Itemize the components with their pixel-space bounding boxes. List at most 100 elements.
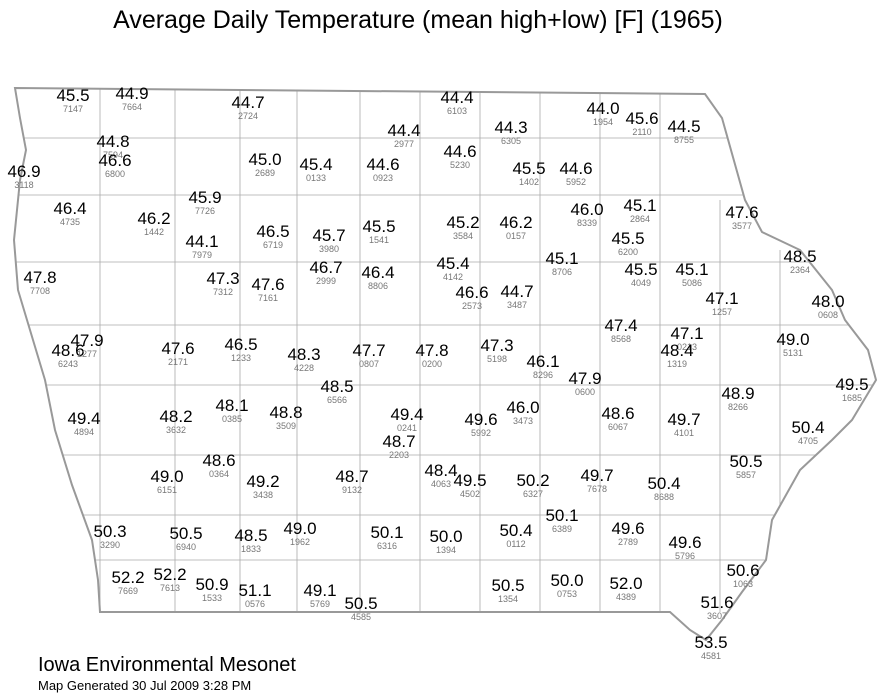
station-id: 7726 [195, 206, 215, 216]
station-value: 49.4 [67, 409, 100, 428]
station-value: 48.6 [202, 451, 235, 470]
station-id: 3473 [513, 416, 533, 426]
station-value: 48.0 [811, 292, 844, 311]
station-value: 48.6 [51, 341, 84, 360]
station-id: 0753 [557, 589, 577, 599]
station-id: 2977 [394, 139, 414, 149]
station-id: 6316 [377, 541, 397, 551]
station-value: 48.7 [382, 432, 415, 451]
station-id: 6243 [58, 359, 78, 369]
station-id: 2864 [630, 214, 650, 224]
station-value: 45.1 [545, 249, 578, 268]
station-value: 50.0 [429, 527, 462, 546]
station-value: 48.5 [783, 247, 816, 266]
station-id: 2724 [238, 111, 258, 121]
station-id: 2789 [618, 537, 638, 547]
station-id: 1833 [241, 544, 261, 554]
station-value: 46.5 [224, 335, 257, 354]
station-id: 1277 [77, 349, 97, 359]
station-id: 8706 [552, 267, 572, 277]
station-value: 50.4 [499, 521, 532, 540]
station-value: 45.4 [436, 254, 469, 273]
station-id: 3980 [319, 244, 339, 254]
station-value: 49.1 [303, 581, 336, 600]
station-id: 8568 [611, 334, 631, 344]
station-id: 4101 [674, 428, 694, 438]
station-id: 2573 [462, 301, 482, 311]
station-value: 46.9 [7, 162, 40, 181]
station-id: 6200 [618, 247, 638, 257]
station-id: 8688 [654, 492, 674, 502]
station-id: 0608 [818, 310, 838, 320]
station-value: 49.2 [246, 472, 279, 491]
station-value: 44.4 [387, 121, 420, 140]
station-id: 5769 [310, 599, 330, 609]
station-value: 44.5 [667, 117, 700, 136]
station-id: 2364 [790, 265, 810, 275]
station-value: 44.3 [494, 118, 527, 137]
station-value: 48.9 [721, 384, 754, 403]
station-id: 3290 [100, 540, 120, 550]
station-value: 46.1 [526, 352, 559, 371]
station-value: 50.4 [647, 474, 680, 493]
station-value: 45.1 [623, 196, 656, 215]
station-id: 8339 [577, 218, 597, 228]
station-value: 46.7 [309, 258, 342, 277]
station-value: 48.2 [159, 407, 192, 426]
station-id: 0157 [506, 231, 526, 241]
station-id: 7147 [63, 104, 83, 114]
station-id: 1954 [593, 117, 613, 127]
station-id: 6389 [552, 524, 572, 534]
station-value: 46.2 [499, 213, 532, 232]
station-value: 50.3 [93, 522, 126, 541]
station-id: 3577 [732, 221, 752, 231]
station-id: 2171 [168, 357, 188, 367]
station-id: 1962 [290, 537, 310, 547]
station-id: 2110 [632, 127, 651, 137]
station-id: 6103 [447, 106, 467, 116]
station-value: 49.5 [453, 471, 486, 490]
station-id: 0923 [373, 173, 393, 183]
station-id: 7669 [118, 586, 138, 596]
station-id: 6327 [523, 489, 543, 499]
station-value: 47.6 [725, 203, 758, 222]
station-value: 48.5 [320, 377, 353, 396]
station-id: 5230 [450, 160, 470, 170]
station-value: 50.0 [550, 571, 583, 590]
station-value: 44.9 [115, 84, 148, 103]
station-value: 50.1 [370, 523, 403, 542]
state-border [12, 86, 878, 642]
station-id: 7594 [103, 150, 123, 160]
station-value: 49.6 [611, 519, 644, 538]
station-value: 49.5 [835, 375, 868, 394]
station-value: 45.2 [446, 213, 479, 232]
station-id: 4894 [74, 427, 94, 437]
station-value: 48.7 [335, 467, 368, 486]
station-value: 52.2 [111, 568, 144, 587]
footer-generated: Map Generated 30 Jul 2009 3:28 PM [38, 678, 251, 693]
station-id: 1533 [202, 593, 222, 603]
station-id: 0133 [306, 173, 326, 183]
station-id: 3487 [507, 300, 527, 310]
station-id: 4581 [701, 651, 721, 661]
station-id: 8806 [368, 281, 388, 291]
station-id: 0807 [359, 359, 379, 369]
station-id: 0112 [506, 539, 525, 549]
station-value: 48.1 [215, 396, 248, 415]
station-id: 7664 [122, 102, 142, 112]
station-value: 53.5 [694, 633, 727, 652]
station-id: 7613 [160, 583, 180, 593]
station-value: 47.7 [352, 341, 385, 360]
station-id: 4502 [460, 489, 480, 499]
station-id: 7161 [258, 293, 278, 303]
station-id: 3509 [276, 421, 296, 431]
station-id: 3118 [14, 180, 33, 190]
station-value: 45.5 [512, 159, 545, 178]
station-value: 46.6 [98, 151, 131, 170]
station-id: 2689 [255, 168, 275, 178]
station-value: 47.6 [251, 275, 284, 294]
station-value: 47.3 [206, 269, 239, 288]
county-lines [14, 88, 876, 612]
station-value: 45.5 [362, 217, 395, 236]
